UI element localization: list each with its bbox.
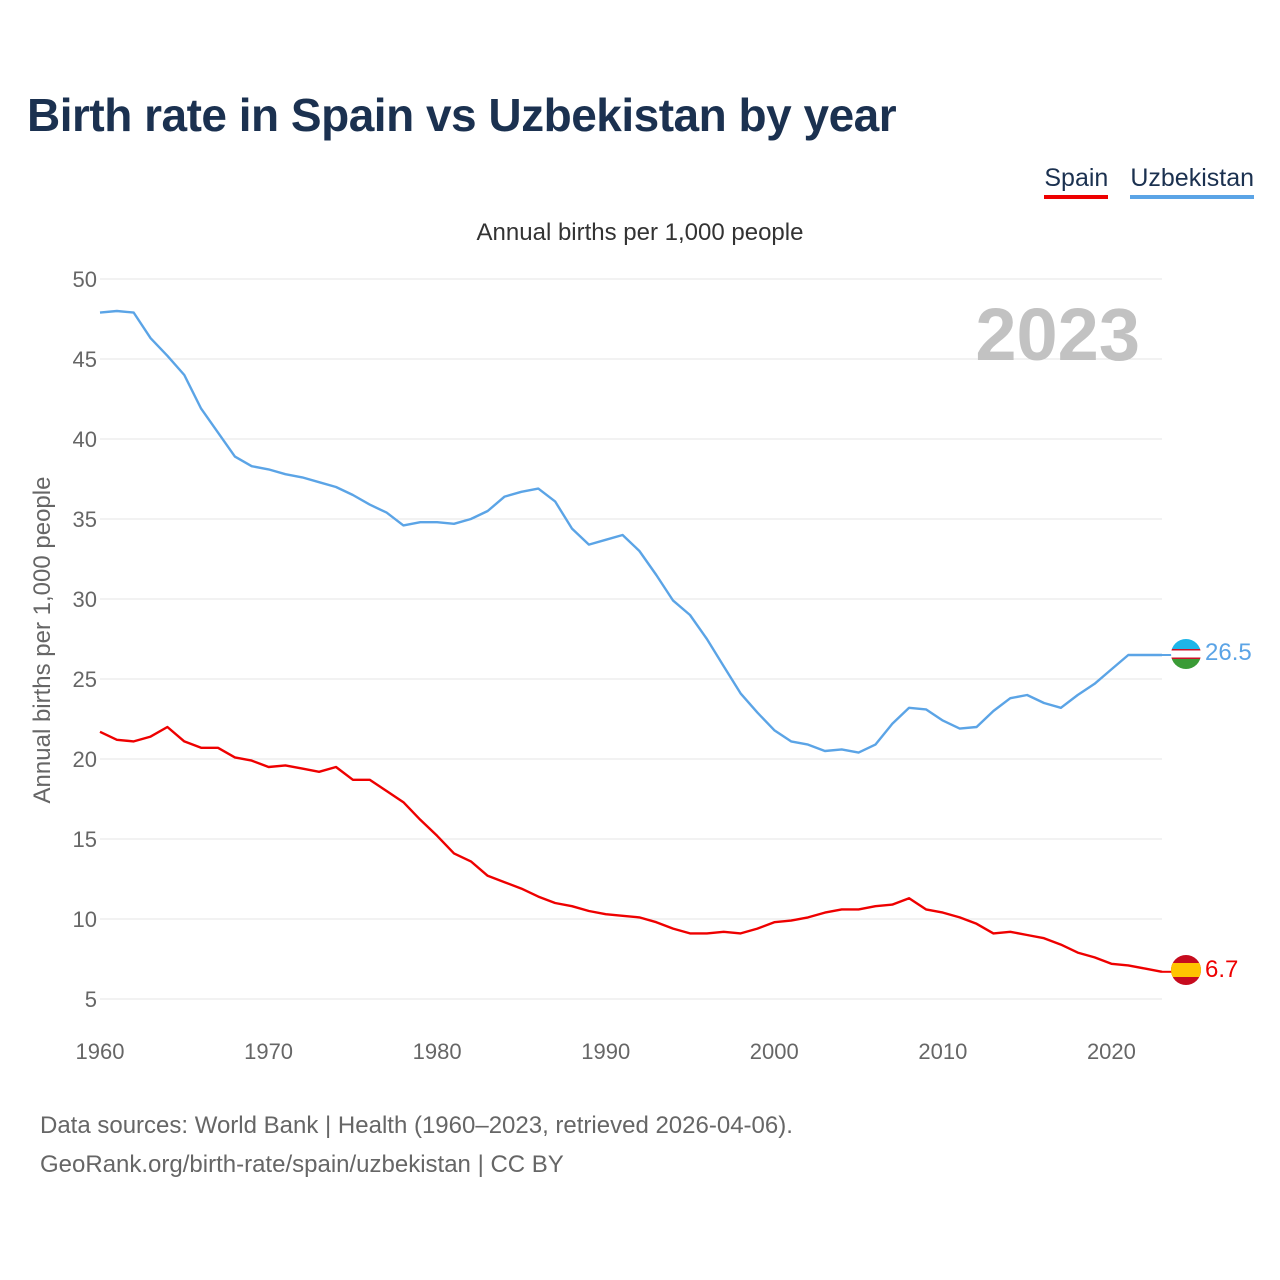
x-tick-1980: 1980 <box>413 1039 462 1064</box>
source-line-1: Data sources: World Bank | Health (1960–… <box>40 1112 793 1139</box>
x-tick-1960: 1960 <box>76 1039 125 1064</box>
y-tick-15: 15 <box>73 827 97 852</box>
legend-item-uzbekistan[interactable]: Uzbekistan <box>1130 164 1254 199</box>
y-tick-25: 25 <box>73 667 97 692</box>
legend: Spain Uzbekistan <box>1044 164 1254 199</box>
x-tick-2010: 2010 <box>918 1039 967 1064</box>
x-tick-1990: 1990 <box>581 1039 630 1064</box>
x-tick-2020: 2020 <box>1087 1039 1136 1064</box>
y-tick-35: 35 <box>73 507 97 532</box>
y-tick-45: 45 <box>73 347 97 372</box>
y-tick-10: 10 <box>73 907 97 932</box>
source-line-2[interactable]: GeoRank.org/birth-rate/spain/uzbekistan … <box>40 1151 564 1178</box>
legend-item-spain[interactable]: Spain <box>1044 164 1109 199</box>
source-note: Data sources: World Bank | Health (1960–… <box>40 1106 793 1184</box>
chart: Annual births per 1,000 people Annual bi… <box>29 219 1252 1064</box>
y-tick-40: 40 <box>73 427 97 452</box>
y-axis-ticks: 5 10 15 20 25 30 35 40 45 50 <box>73 267 97 1012</box>
x-tick-2000: 2000 <box>750 1039 799 1064</box>
uzbekistan-end-label: 26.5 <box>1205 639 1252 666</box>
gridlines <box>100 278 1162 1000</box>
series-layer <box>99 309 1172 973</box>
y-tick-30: 30 <box>73 587 97 612</box>
series-line-uzbekistan[interactable] <box>99 309 1162 754</box>
y-axis-label: Annual births per 1,000 people <box>29 477 56 804</box>
series-line-spain[interactable] <box>99 725 1163 973</box>
uzbekistan-flag-icon <box>1171 639 1201 669</box>
chart-title: Birth rate in Spain vs Uzbekistan by yea… <box>27 89 897 141</box>
y-tick-5: 5 <box>85 987 97 1012</box>
x-axis-ticks: 1960 1970 1980 1990 2000 2010 2020 <box>76 1039 1136 1064</box>
spain-flag-icon <box>1171 955 1201 985</box>
year-watermark: 2023 <box>975 293 1140 376</box>
chart-subtitle: Annual births per 1,000 people <box>477 219 804 246</box>
y-tick-20: 20 <box>73 747 97 772</box>
x-tick-1970: 1970 <box>244 1039 293 1064</box>
y-tick-50: 50 <box>73 267 97 292</box>
spain-end-label: 6.7 <box>1205 956 1238 983</box>
